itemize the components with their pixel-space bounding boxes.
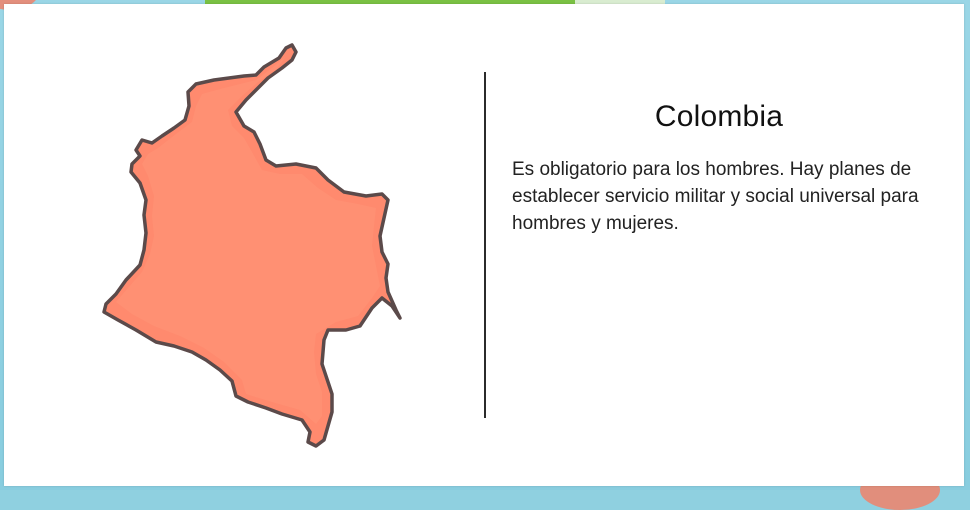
country-title: Colombia bbox=[654, 100, 784, 133]
vertical-divider bbox=[484, 72, 486, 418]
map-icon bbox=[102, 43, 402, 448]
background-pale-stripe bbox=[575, 0, 665, 4]
country-description: Es obligatorio para los hombres. Hay pla… bbox=[512, 159, 919, 234]
country-inner-highlight bbox=[116, 56, 380, 424]
background-green-stripe bbox=[205, 0, 575, 4]
country-info-card: Colombia Es obligatorio para los hombres… bbox=[4, 4, 964, 486]
colombia-map bbox=[96, 40, 412, 456]
